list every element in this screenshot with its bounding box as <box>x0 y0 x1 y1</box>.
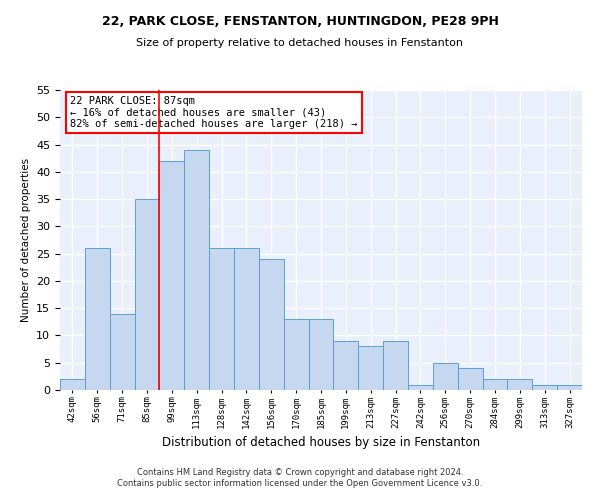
Bar <box>134 199 160 390</box>
Text: Size of property relative to detached houses in Fenstanton: Size of property relative to detached ho… <box>137 38 464 48</box>
Bar <box>334 341 358 390</box>
Text: Contains HM Land Registry data © Crown copyright and database right 2024.
Contai: Contains HM Land Registry data © Crown c… <box>118 468 482 487</box>
Bar <box>458 368 482 390</box>
X-axis label: Distribution of detached houses by size in Fenstanton: Distribution of detached houses by size … <box>162 436 480 449</box>
Bar <box>259 259 284 390</box>
Bar <box>508 379 532 390</box>
Bar <box>85 248 110 390</box>
Bar <box>184 150 209 390</box>
Bar <box>209 248 234 390</box>
Bar <box>532 384 557 390</box>
Bar <box>557 384 582 390</box>
Bar <box>308 319 334 390</box>
Bar <box>358 346 383 390</box>
Y-axis label: Number of detached properties: Number of detached properties <box>20 158 31 322</box>
Bar <box>433 362 458 390</box>
Bar <box>234 248 259 390</box>
Bar <box>383 341 408 390</box>
Bar <box>284 319 308 390</box>
Bar <box>482 379 508 390</box>
Text: 22 PARK CLOSE: 87sqm
← 16% of detached houses are smaller (43)
82% of semi-detac: 22 PARK CLOSE: 87sqm ← 16% of detached h… <box>70 96 358 129</box>
Bar <box>160 161 184 390</box>
Bar <box>60 379 85 390</box>
Bar <box>110 314 134 390</box>
Text: 22, PARK CLOSE, FENSTANTON, HUNTINGDON, PE28 9PH: 22, PARK CLOSE, FENSTANTON, HUNTINGDON, … <box>101 15 499 28</box>
Bar <box>408 384 433 390</box>
